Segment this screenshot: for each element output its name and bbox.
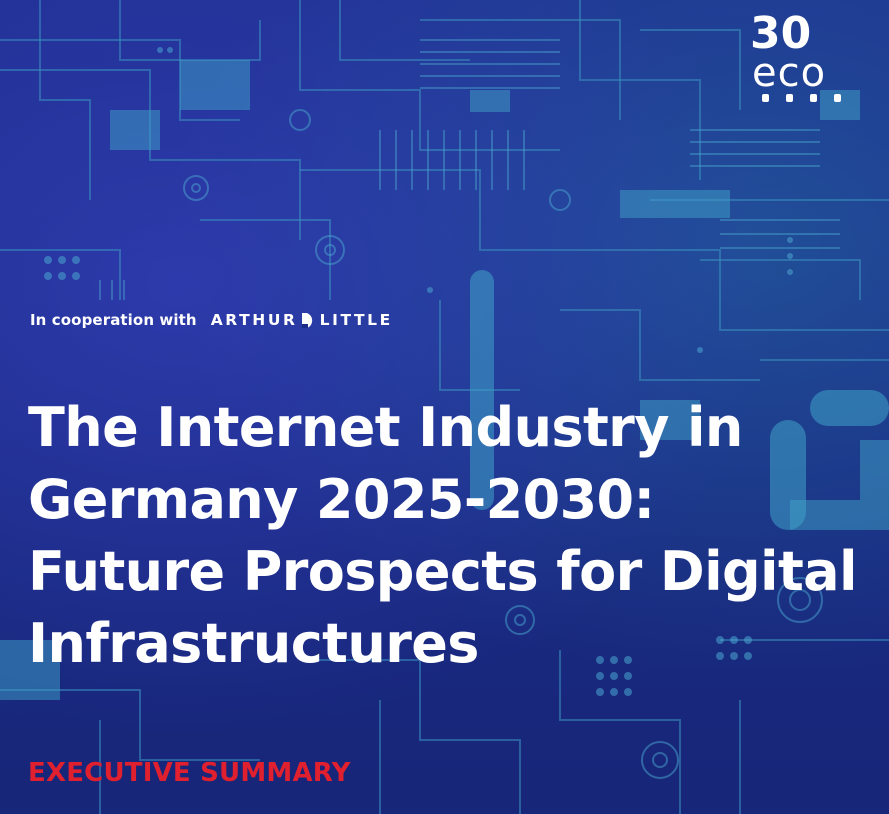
logo-word: eco — [752, 50, 826, 96]
arthur-d-little-logo: ARTHUR LITTLE — [211, 311, 393, 329]
title-line-1: The Internet Industry in — [28, 396, 743, 459]
cooperation-line: In cooperation with ARTHUR LITTLE — [30, 308, 393, 332]
logo-number: 30 — [750, 8, 811, 59]
adl-d-mark — [301, 312, 312, 328]
adl-part2: LITTLE — [319, 311, 393, 329]
report-title: The Internet Industry in Germany 2025-20… — [28, 392, 868, 680]
title-line-2: Germany 2025-2030: — [28, 468, 655, 531]
title-line-3: Future Prospects for Digital — [28, 540, 858, 603]
title-line-4: Infrastructures — [28, 612, 479, 675]
executive-summary-label: EXECUTIVE SUMMARY — [28, 758, 351, 788]
cooperation-text: In cooperation with — [30, 311, 197, 329]
eco-30-logo: 30 eco — [748, 8, 860, 108]
adl-part1: ARTHUR — [210, 311, 298, 329]
